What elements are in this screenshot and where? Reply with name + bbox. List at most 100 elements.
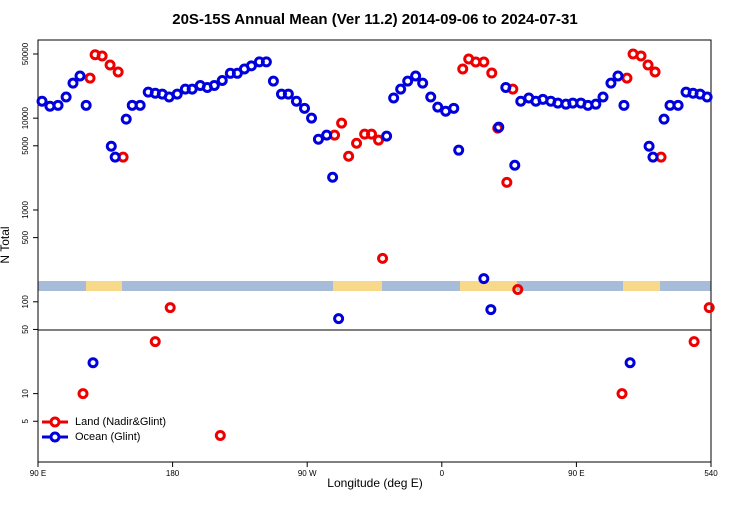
- point: [67, 77, 79, 89]
- point: [501, 176, 513, 188]
- point: [52, 99, 64, 111]
- point: [395, 83, 407, 95]
- point: [312, 133, 324, 145]
- point: [453, 144, 465, 156]
- point: [74, 70, 86, 82]
- point: [616, 388, 628, 400]
- plot-frame: [37, 39, 712, 463]
- point: [373, 134, 385, 146]
- point: [216, 75, 228, 87]
- point: [417, 77, 429, 89]
- point: [164, 302, 176, 314]
- point: [649, 66, 661, 78]
- point: [647, 151, 659, 163]
- legend-label: Land (Nadir&Glint): [75, 416, 166, 428]
- point: [635, 50, 647, 62]
- point: [267, 75, 279, 87]
- point: [282, 88, 294, 100]
- point: [171, 88, 183, 100]
- point: [605, 77, 617, 89]
- x-tick-label: 90 E: [30, 469, 46, 478]
- y-tick-label: 50000: [21, 42, 30, 65]
- point: [214, 429, 226, 441]
- point: [688, 336, 700, 348]
- point: [80, 99, 92, 111]
- point: [493, 121, 505, 133]
- legend: Land (Nadir&Glint) Ocean (Glint): [42, 416, 166, 443]
- y-tick-label: 5: [21, 418, 30, 423]
- point: [701, 91, 713, 103]
- point: [643, 140, 655, 152]
- point: [485, 304, 497, 316]
- point: [432, 101, 444, 113]
- y-tick-label: 500: [21, 230, 30, 244]
- y-tick-label: 10000: [21, 106, 30, 129]
- point: [104, 59, 116, 71]
- point: [642, 59, 654, 71]
- point: [290, 95, 302, 107]
- point: [120, 113, 132, 125]
- point: [366, 128, 378, 140]
- point: [658, 113, 670, 125]
- point: [299, 102, 311, 114]
- y-tick-label: 10: [21, 389, 30, 398]
- point: [672, 99, 684, 111]
- point: [509, 159, 521, 171]
- point: [590, 98, 602, 110]
- point: [77, 388, 89, 400]
- y-tick-label: 1000: [21, 201, 30, 219]
- point: [208, 79, 220, 91]
- point: [597, 91, 609, 103]
- point: [402, 75, 414, 87]
- point: [109, 151, 121, 163]
- point: [410, 70, 422, 82]
- point: [377, 252, 389, 264]
- point: [321, 129, 333, 141]
- y-tick-label: 50: [21, 324, 30, 333]
- point: [612, 70, 624, 82]
- point: [388, 92, 400, 104]
- point: [621, 72, 633, 84]
- point: [618, 99, 630, 111]
- x-tick-label: 180: [166, 469, 180, 478]
- y-tick-label: 5000: [21, 136, 30, 154]
- x-tick-label: 90 W: [298, 469, 317, 478]
- point: [486, 67, 498, 79]
- x-tick-label: 90 E: [568, 469, 584, 478]
- point: [478, 273, 490, 285]
- point: [500, 81, 512, 93]
- legend-label: Ocean (Glint): [75, 431, 140, 443]
- legend-marker: [49, 431, 61, 443]
- point: [448, 102, 460, 114]
- chart-title: 20S-15S Annual Mean (Ver 11.2) 2014-09-0…: [172, 11, 578, 28]
- x-tick-label: 0: [440, 469, 445, 478]
- point: [624, 357, 636, 369]
- land-ocean-strip: [38, 281, 711, 291]
- point: [260, 56, 272, 68]
- point: [96, 50, 108, 62]
- point: [336, 117, 348, 129]
- point: [478, 56, 490, 68]
- point: [112, 66, 124, 78]
- point: [333, 313, 345, 325]
- point: [327, 171, 339, 183]
- point: [245, 60, 257, 72]
- legend-marker: [49, 416, 61, 428]
- point: [425, 91, 437, 103]
- point: [149, 336, 161, 348]
- point: [703, 302, 715, 314]
- point: [134, 99, 146, 111]
- point: [351, 137, 363, 149]
- point: [36, 95, 48, 107]
- point: [84, 72, 96, 84]
- point: [381, 130, 393, 142]
- y-tick-label: 100: [21, 295, 30, 309]
- point: [306, 112, 318, 124]
- x-tick-label: 540: [704, 469, 718, 478]
- y-axis-label: N Total: [0, 226, 12, 263]
- point: [512, 284, 524, 296]
- point: [105, 140, 117, 152]
- point: [87, 357, 99, 369]
- x-axis-label: Longitude (deg E): [327, 476, 422, 490]
